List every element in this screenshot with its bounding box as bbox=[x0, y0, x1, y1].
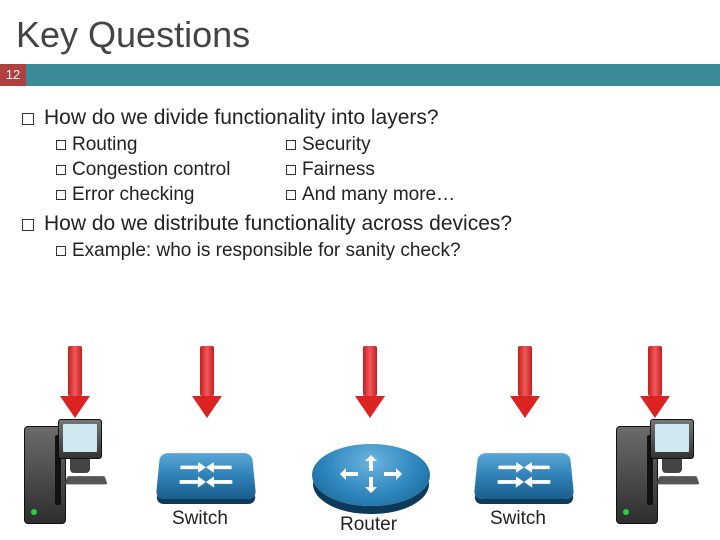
slide-number: 12 bbox=[0, 64, 26, 86]
bullet-box-icon bbox=[56, 246, 66, 256]
bullet-box-icon bbox=[22, 219, 34, 231]
sub-item: Security bbox=[302, 134, 371, 156]
bullet-box-icon bbox=[286, 140, 296, 150]
computer-icon bbox=[616, 419, 694, 524]
sub-item: Error checking bbox=[72, 184, 195, 206]
bullet-box-icon bbox=[286, 190, 296, 200]
accent-bar-fill bbox=[26, 64, 720, 86]
switch-2-label: Switch bbox=[490, 508, 546, 530]
content-area: How do we divide functionality into laye… bbox=[0, 86, 720, 262]
bullet-box-icon bbox=[56, 165, 66, 175]
sub-item: Routing bbox=[72, 134, 138, 156]
bullet-box-icon bbox=[286, 165, 296, 175]
bullet-box-icon bbox=[56, 140, 66, 150]
question-1-text: How do we divide functionality into laye… bbox=[44, 106, 439, 130]
computer-icon bbox=[24, 419, 102, 524]
switch-1-label: Switch bbox=[172, 508, 228, 530]
arrow-icon bbox=[60, 346, 90, 418]
network-diagram: Switch Router Switch bbox=[0, 340, 720, 540]
router-icon bbox=[312, 444, 430, 506]
sub-item: Fairness bbox=[302, 159, 375, 181]
page-title: Key Questions bbox=[0, 0, 720, 64]
arrow-icon bbox=[510, 346, 540, 418]
bullet-box-icon bbox=[56, 190, 66, 200]
arrow-icon bbox=[355, 346, 385, 418]
arrow-icon bbox=[192, 346, 222, 418]
question-2-text: How do we distribute functionality acros… bbox=[44, 212, 512, 236]
router-label: Router bbox=[340, 514, 397, 536]
bullet-box-icon bbox=[22, 113, 34, 125]
question-2-example: Example: who is responsible for sanity c… bbox=[72, 240, 461, 262]
question-1: How do we divide functionality into laye… bbox=[22, 106, 698, 206]
accent-bar: 12 bbox=[0, 64, 720, 86]
arrow-icon bbox=[640, 346, 670, 418]
sub-item: Congestion control bbox=[72, 159, 230, 181]
switch-icon bbox=[474, 453, 575, 499]
question-2: How do we distribute functionality acros… bbox=[22, 212, 698, 262]
q1-sublists: Routing Congestion control Error checkin… bbox=[56, 134, 698, 206]
sub-item: And many more… bbox=[302, 184, 455, 206]
switch-icon bbox=[156, 453, 257, 499]
